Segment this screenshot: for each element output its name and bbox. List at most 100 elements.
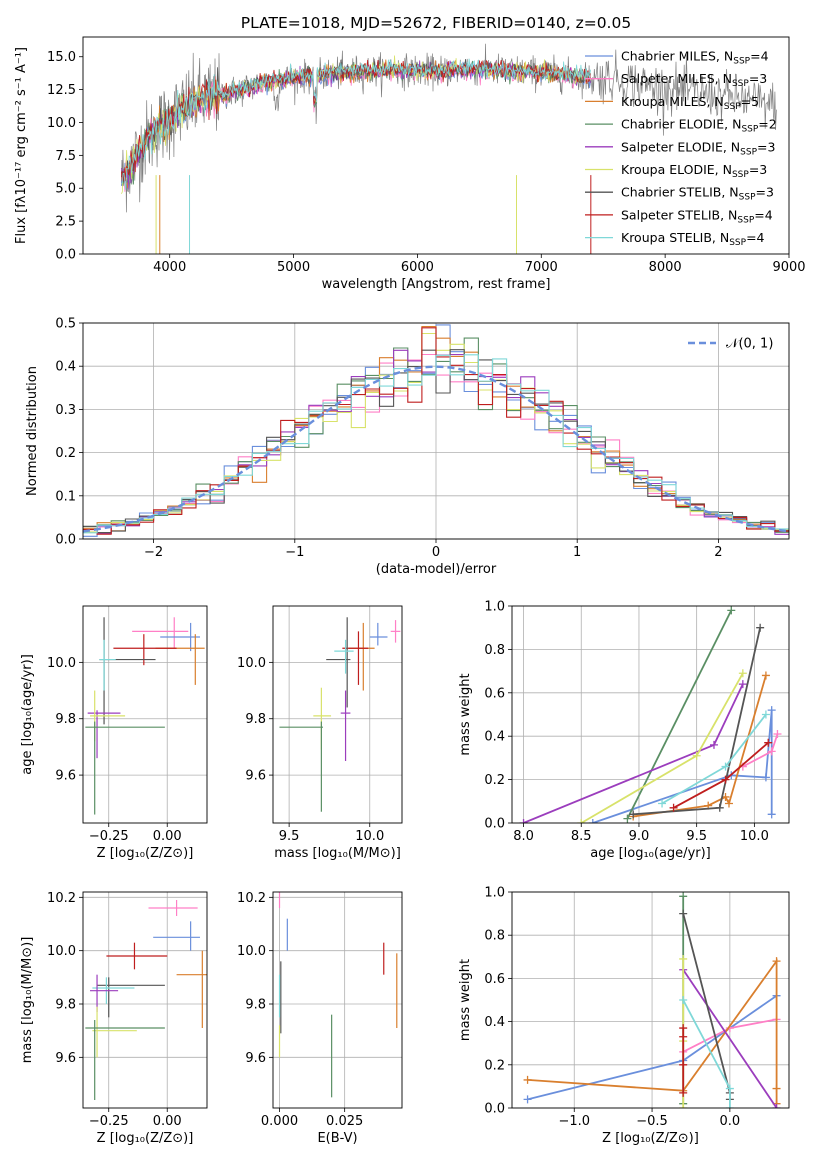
y-tick-label: 10.0	[47, 116, 76, 131]
x-axis-label: Z [log₁₀(Z/Z⊙)]	[97, 1131, 194, 1146]
y-tick-label: 7.5	[55, 149, 76, 164]
weight-marker-salpeter_stelib	[679, 1032, 688, 1041]
x-tick-label: 8.0	[513, 829, 534, 844]
y-tick-label: 0.8	[484, 643, 505, 658]
y-tick-label: 1.0	[484, 886, 505, 901]
y-tick-label: 10.2	[237, 891, 266, 906]
legend-label-main: Kroupa ELODIE, N	[621, 162, 732, 177]
weight-vs-metallicity-panel: −1.0 −0.5 0.0 0.0 0.2 0.4 0.6 0.8 1.0 Z [log₁₀(Z/…	[458, 886, 790, 1146]
weight-marker-chabrier_stelib	[756, 623, 765, 632]
weight-line-salpeter_elodie	[682, 969, 778, 1108]
y-tick-label: 0.4	[484, 730, 505, 745]
normal-distribution-curve	[83, 365, 789, 533]
plot-area	[85, 900, 207, 1100]
y-tick-label: 10.0	[237, 656, 266, 671]
x-tick-label: 10.0	[740, 829, 769, 844]
legend-label-chabrier_miles: Chabrier MILES, NSSP=4	[621, 49, 769, 67]
weight-marker-kroupa_stelib	[721, 762, 730, 771]
plot-area	[85, 617, 205, 815]
weight-marker-kroupa_miles	[772, 1084, 781, 1093]
legend-label-kroupa_stelib: Kroupa STELIB, NSSP=4	[621, 230, 765, 248]
plot-area	[519, 606, 782, 823]
weight-marker-kroupa_stelib	[725, 1104, 734, 1108]
y-tick-label: 0.2	[484, 1058, 505, 1073]
y-tick-label: 0.0	[484, 817, 505, 832]
y-tick-label: 0.2	[484, 773, 505, 788]
y-tick-label: 0.0	[55, 248, 76, 263]
x-tick-label: −1.0	[558, 1114, 590, 1129]
y-tick-label: 0.4	[484, 1015, 505, 1030]
weight-marker-kroupa_miles	[724, 799, 733, 808]
legend-label-kroupa_elodie: Kroupa ELODIE, NSSP=3	[621, 162, 767, 180]
y-axis-label: age [log₁₀(age/yr)]	[20, 654, 35, 775]
legend-label-main: Chabrier STELIB, N	[621, 185, 739, 200]
legend-label-main: Salpeter MILES, N	[621, 71, 732, 86]
y-tick-label: 0.8	[484, 929, 505, 944]
x-tick-label: −1	[285, 545, 304, 560]
weight-marker-chabrier_elodie	[679, 892, 688, 901]
x-tick-label: 2	[714, 545, 722, 560]
weight-marker-kroupa_stelib	[761, 710, 770, 719]
legend-label-sub: SSP	[740, 147, 757, 157]
y-tick-label: 0.4	[55, 360, 76, 375]
chart-title: PLATE=1018, MJD=52672, FIBERID=0140, z=0…	[241, 14, 631, 32]
weight-marker-salpeter_stelib	[679, 1088, 688, 1097]
legend-label-main: Chabrier MILES, N	[621, 49, 733, 64]
x-tick-label: 4000	[153, 260, 186, 275]
y-tick-label: 9.8	[55, 998, 76, 1013]
weight-marker-chabrier_miles	[588, 819, 597, 823]
legend-label-count: =4	[750, 49, 768, 64]
y-tick-label: 9.6	[245, 1051, 266, 1066]
y-tick-label: 0.6	[484, 972, 505, 987]
legend-label-main: Kroupa MILES, N	[621, 94, 724, 109]
y-tick-label: 10.2	[47, 891, 76, 906]
weight-marker-kroupa_elodie	[679, 1104, 688, 1108]
plot-area	[523, 892, 781, 1108]
weight-line-kroupa_miles	[633, 675, 767, 818]
axes-frame	[511, 605, 790, 824]
y-tick-label: 9.6	[245, 769, 266, 784]
legend-label-main: Salpeter STELIB, N	[621, 207, 737, 222]
y-tick-label: 9.6	[55, 769, 76, 784]
y-tick-label: 0.2	[55, 446, 76, 461]
x-axis-label: E(B-V)	[317, 1131, 357, 1146]
x-axis-label: mass [log₁₀(M/M⊙)]	[274, 846, 401, 861]
plot-area	[279, 617, 401, 812]
y-tick-label: 0.0	[55, 533, 76, 548]
legend-label-sub: SSP	[729, 238, 746, 248]
weight-marker-kroupa_elodie	[577, 819, 586, 823]
y-tick-label: 5.0	[55, 182, 76, 197]
x-tick-label: 5000	[277, 260, 310, 275]
weight-marker-salpeter_elodie	[709, 740, 718, 749]
legend-label-count: =4	[746, 230, 764, 245]
legend-label-normal: 𝒩(0, 1)	[726, 337, 773, 352]
weight-marker-salpeter_stelib	[679, 1024, 688, 1033]
x-axis-label: (data-model)/error	[376, 562, 497, 577]
y-tick-label: 0.6	[484, 686, 505, 701]
weight-line-chabrier_elodie	[626, 609, 733, 820]
y-tick-label: 10.0	[237, 944, 266, 959]
y-tick-label: 15.0	[47, 50, 76, 65]
weight-line-kroupa_stelib	[682, 999, 731, 1108]
weight-marker-kroupa_elodie	[738, 669, 747, 678]
y-axis-label: Normed distribution	[25, 366, 40, 496]
x-tick-label: −0.5	[636, 1114, 668, 1129]
weight-marker-salpeter_stelib	[669, 803, 678, 812]
legend-label-sub: SSP	[739, 193, 756, 203]
legend-label-count: =2	[758, 117, 776, 132]
weight-marker-chabrier_miles	[761, 773, 770, 782]
legend-label-salpeter_stelib: Salpeter STELIB, NSSP=4	[621, 207, 773, 225]
weight-marker-chabrier_elodie	[727, 606, 736, 615]
legend-label-sub: SSP	[732, 170, 749, 180]
x-tick-label: −2	[144, 545, 163, 560]
weight-marker-kroupa_miles	[761, 671, 770, 680]
axes-frame	[82, 322, 790, 540]
y-tick-label: 10.0	[47, 944, 76, 959]
x-tick-label: 0.00	[153, 1114, 182, 1129]
x-tick-label: 0.0	[720, 1114, 741, 1129]
y-axis-label: mass weight	[458, 673, 473, 755]
axes-frame	[272, 605, 403, 824]
legend-label-sub: SSP	[733, 57, 750, 67]
histogram-salpeter_stelib	[83, 327, 789, 535]
legend-label-main: Chabrier ELODIE, N	[621, 117, 741, 132]
